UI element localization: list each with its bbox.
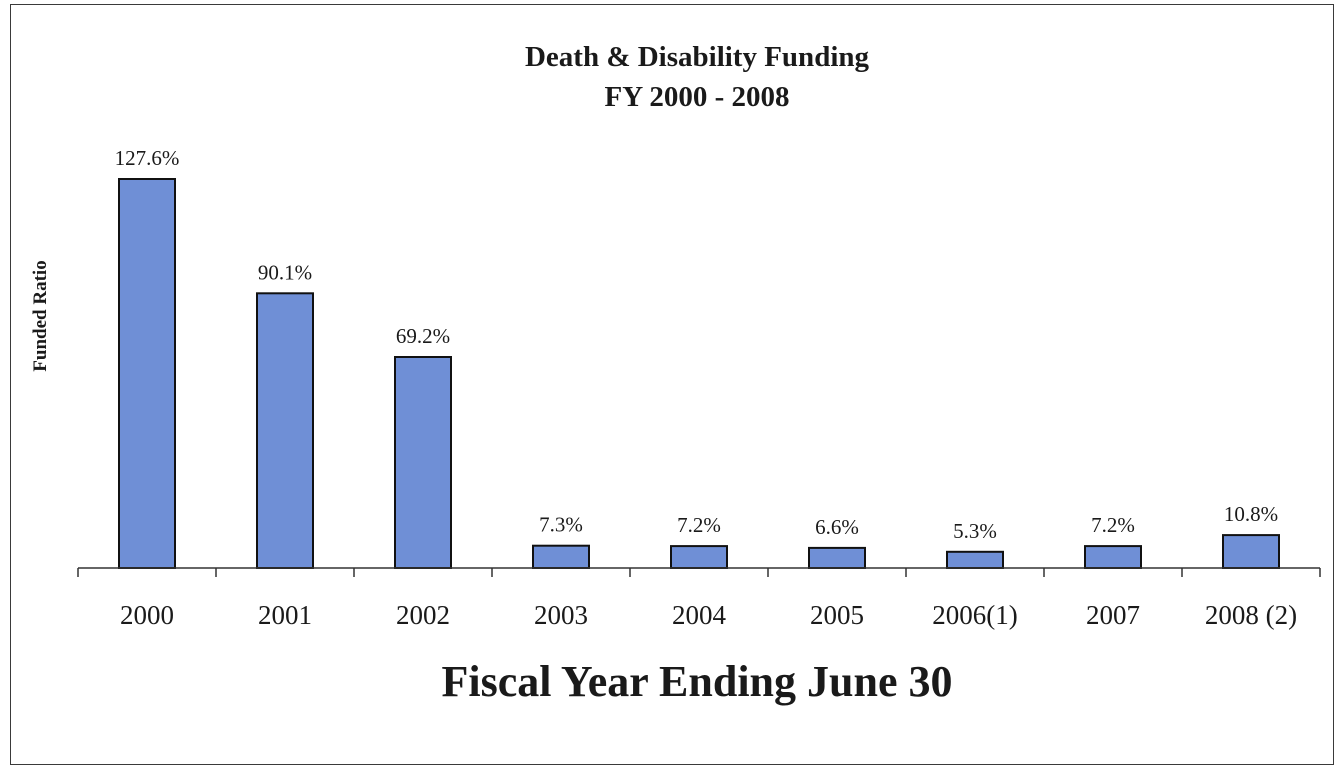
data-label: 90.1% (258, 260, 312, 284)
data-label: 7.2% (1091, 513, 1135, 537)
x-axis-ticks (77, 568, 1321, 577)
x-tick-label: 2007 (1086, 600, 1140, 630)
x-tick-label: 2000 (120, 600, 174, 630)
data-label: 7.2% (677, 513, 721, 537)
y-axis-label: Funded Ratio (30, 260, 51, 371)
data-label: 5.3% (953, 519, 997, 543)
bars-group (118, 178, 1280, 570)
bar-2007 (1084, 545, 1142, 569)
data-label: 10.8% (1224, 502, 1278, 526)
bar-2001 (256, 292, 314, 569)
chart-title: Death & Disability Funding (525, 41, 870, 73)
data-label: 7.3% (539, 513, 583, 537)
bar-2002 (394, 356, 452, 569)
x-axis-tick-labels: 2000 2001 2002 2003 2004 2005 2006(1) 2007 2008 … (120, 600, 1297, 630)
data-labels-group: 127.6% 90.1% 69.2% 7.3% 7.2% 6.6% 5.3% 7.2% 10.8… (115, 146, 1279, 543)
bar-2003 (532, 544, 590, 570)
x-tick-label: 2001 (258, 600, 312, 630)
data-label: 69.2% (396, 324, 450, 348)
data-label: 6.6% (815, 515, 859, 539)
x-tick-label: 2003 (534, 600, 588, 630)
bar-2008-2 (1222, 534, 1280, 569)
chart-frame (10, 4, 1334, 765)
bar-2000 (118, 178, 176, 569)
x-tick-label: 2006(1) (932, 600, 1017, 630)
bar-2005 (808, 546, 866, 570)
x-tick-label: 2004 (672, 600, 727, 630)
bar-2004 (670, 545, 728, 569)
x-tick-label: 2008 (2) (1205, 600, 1297, 630)
chart-subtitle: FY 2000 - 2008 (605, 81, 790, 113)
x-axis-label: Fiscal Year Ending June 30 (442, 657, 953, 706)
bar-2006-1 (946, 550, 1004, 569)
data-label: 127.6% (115, 146, 180, 170)
x-tick-label: 2002 (396, 600, 450, 630)
x-tick-label: 2005 (810, 600, 864, 630)
